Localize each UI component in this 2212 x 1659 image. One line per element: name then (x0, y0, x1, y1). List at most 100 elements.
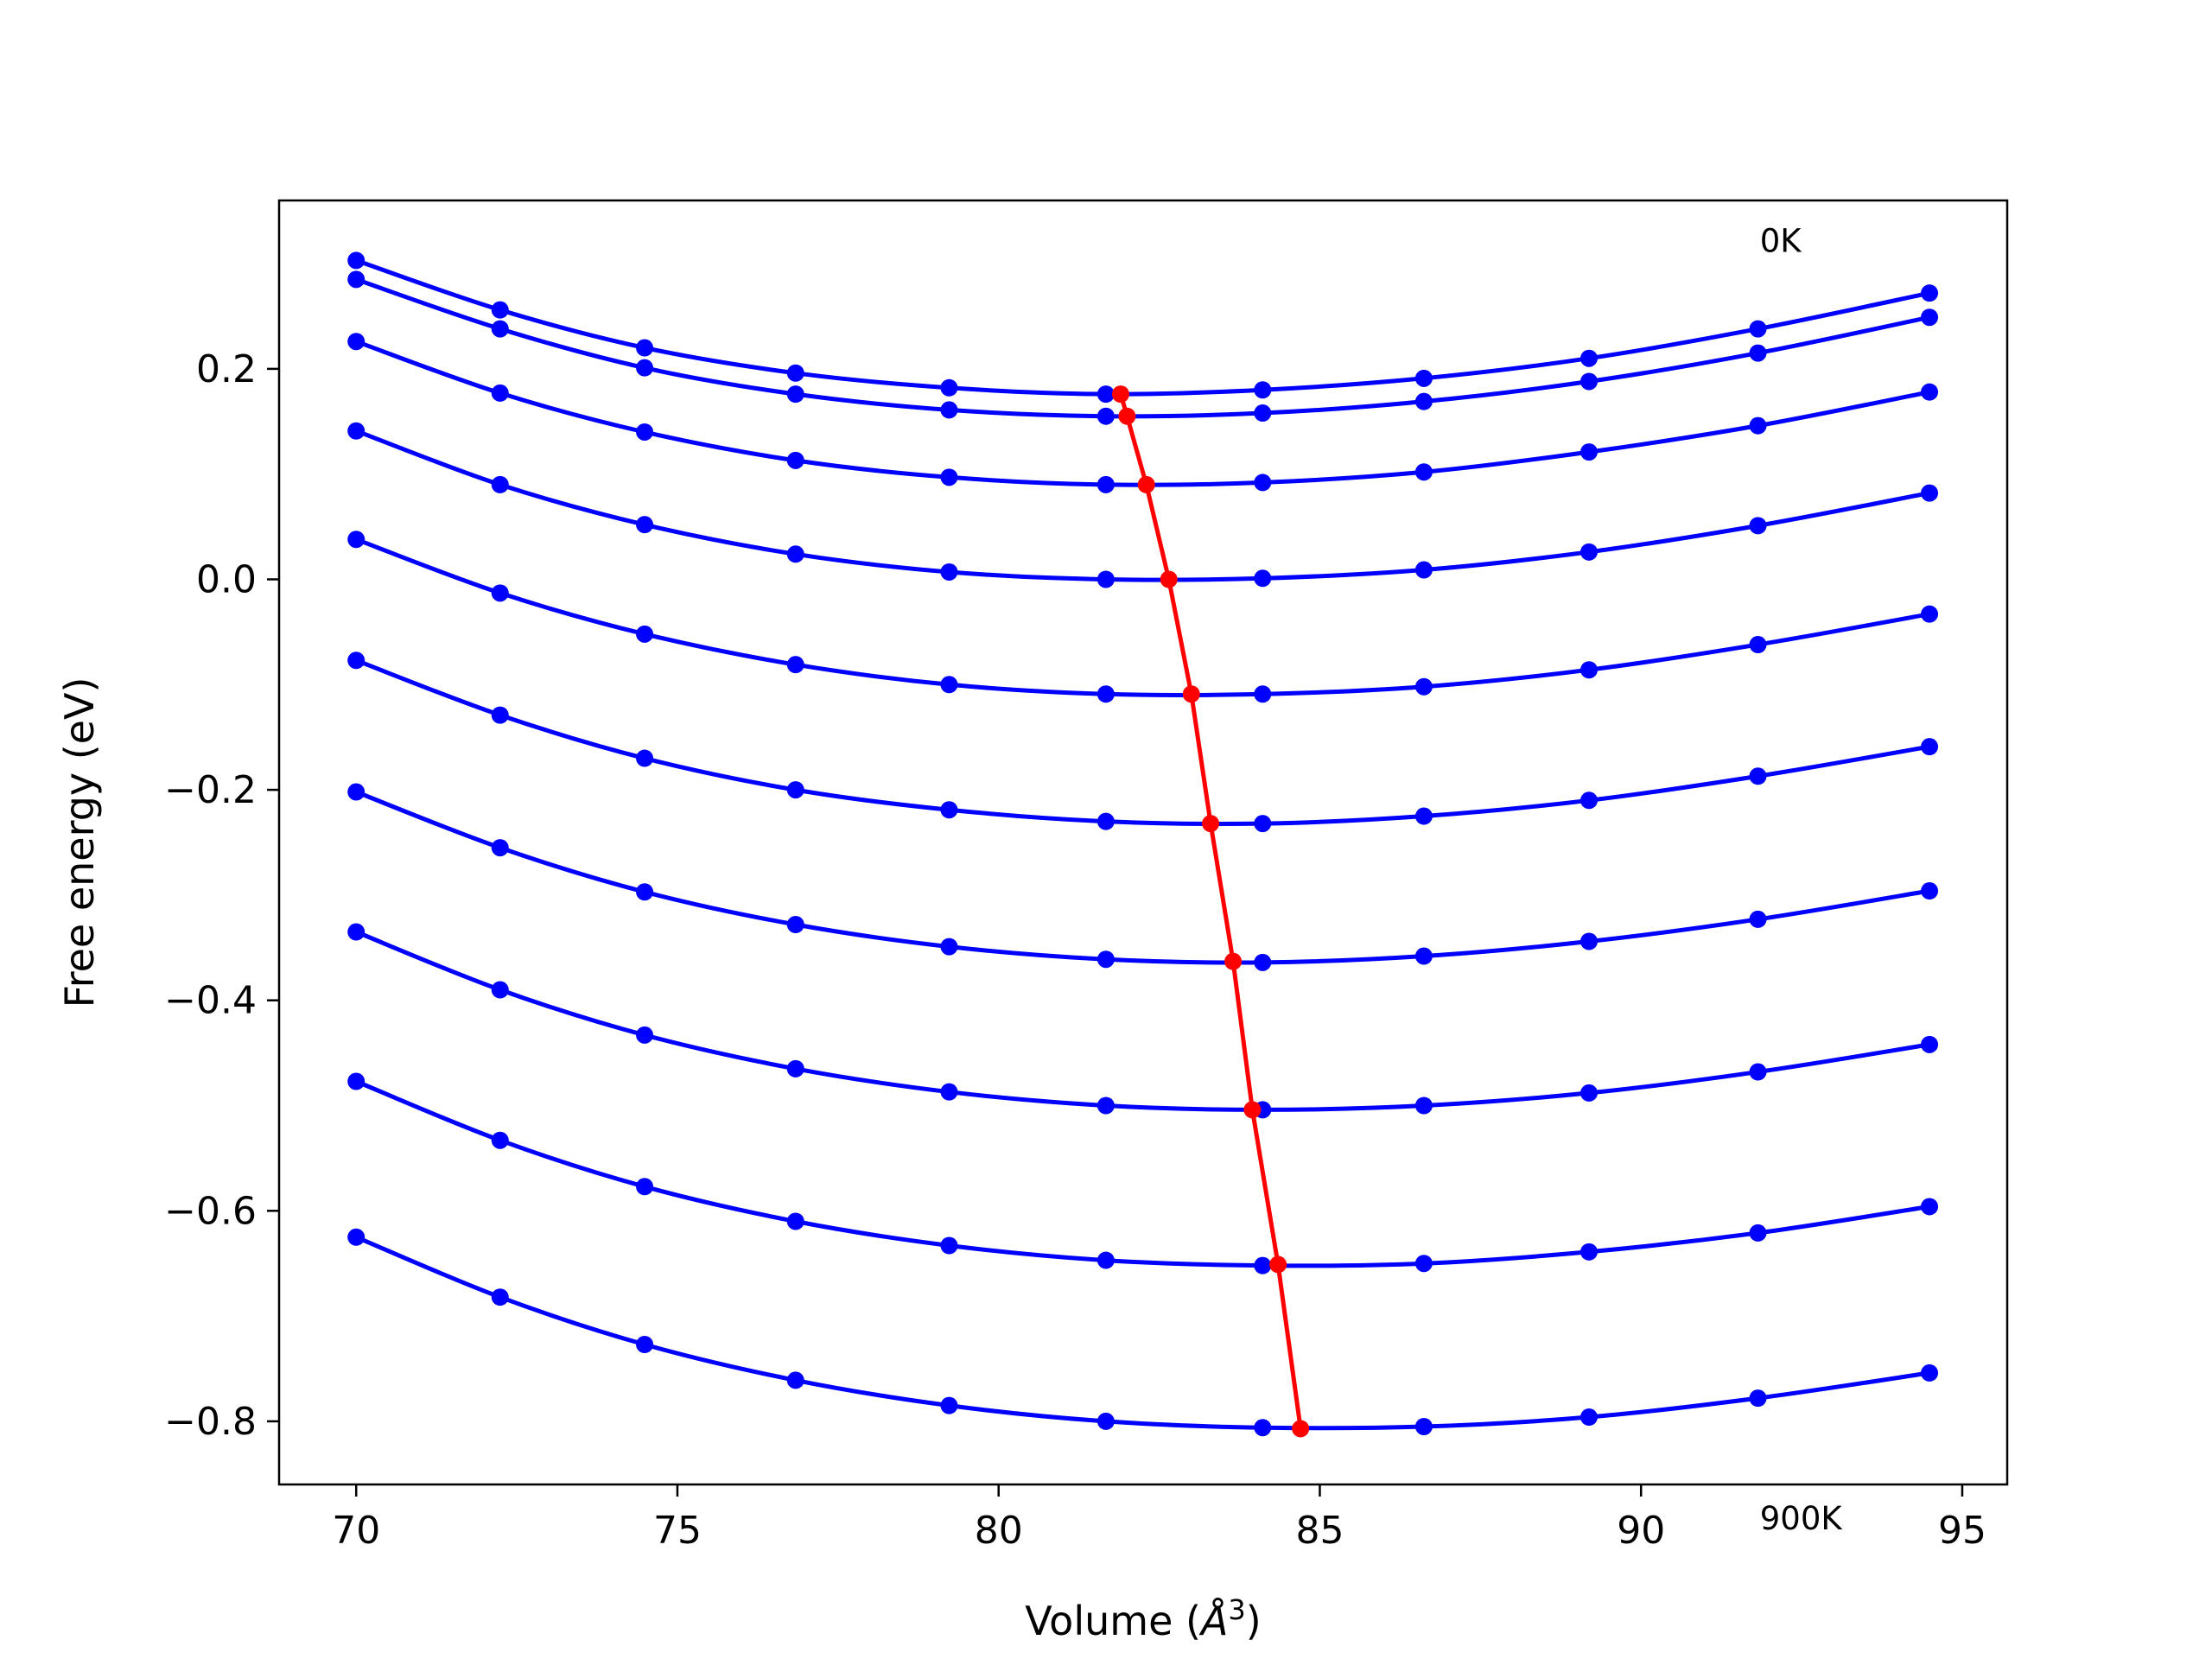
series-9-point (1414, 1255, 1433, 1273)
series-10-point (636, 1336, 654, 1354)
minima-point (1111, 385, 1129, 404)
series-2-point (1749, 344, 1767, 362)
annotation-label: 0K (1760, 222, 1803, 259)
series-2-point (1921, 308, 1939, 327)
x-axis: 70 75 80 85 90 95 (332, 1484, 1986, 1553)
series-2-point (636, 359, 654, 377)
series-4-point (1414, 561, 1433, 579)
series-10-point (786, 1371, 804, 1389)
series-7-point (786, 916, 804, 934)
series-5-point (491, 584, 509, 602)
series-5-point (1580, 661, 1598, 679)
series-curves (347, 251, 1939, 1437)
minima-point (1137, 475, 1155, 493)
series-3-point (1749, 416, 1767, 435)
y-axis: −0.8 −0.6 −0.4 −0.2 0.0 0.2 (164, 347, 279, 1444)
series-5-point (1096, 685, 1115, 703)
series-3-point (940, 468, 958, 486)
series-7 (347, 783, 1939, 971)
series-10 (347, 1228, 1939, 1437)
series-8-point (1749, 1063, 1767, 1081)
series-1-point (347, 251, 365, 270)
y-tick-label: 0.0 (196, 557, 257, 601)
series-4-point (1096, 570, 1115, 588)
series-10-point (1749, 1389, 1767, 1408)
series-10-point (347, 1228, 365, 1246)
series-9-point (786, 1212, 804, 1230)
x-axis-title-text: Volume ( (1025, 1598, 1201, 1644)
y-tick-label: −0.4 (164, 979, 257, 1023)
series-8-point (1580, 1084, 1598, 1102)
annotation-label: 900K (1760, 1500, 1844, 1537)
series-1 (347, 251, 1939, 404)
series-10-point (1254, 1419, 1272, 1437)
series-1-point (636, 339, 654, 357)
series-4-point (1921, 484, 1939, 502)
x-tick-label: 80 (975, 1509, 1023, 1553)
series-8-point (636, 1026, 654, 1044)
series-6-point (1921, 738, 1939, 756)
series-5-point (1414, 677, 1433, 696)
annotations: 0K 900K (1760, 222, 1844, 1537)
minima-point (1269, 1255, 1287, 1274)
series-1-point (1254, 381, 1272, 399)
series-8-point (1921, 1035, 1939, 1053)
series-2-point (347, 270, 365, 289)
series-2-point (1414, 392, 1433, 410)
minima-point (1202, 815, 1220, 833)
series-5-point (1921, 605, 1939, 623)
series-1-point (1749, 320, 1767, 338)
minima-line (1111, 385, 1310, 1438)
series-3-point (1580, 443, 1598, 461)
series-8-point (1414, 1096, 1433, 1115)
series-2 (347, 270, 1939, 425)
series-1-point (1414, 369, 1433, 387)
x-tick-label: 75 (653, 1509, 702, 1553)
series-8-point (940, 1083, 958, 1101)
minima-point (1224, 952, 1243, 970)
series-1-point (940, 378, 958, 397)
series-3-point (1921, 383, 1939, 401)
series-4-point (636, 516, 654, 534)
series-6-point (940, 801, 958, 819)
series-7-point (1254, 953, 1272, 971)
series-1-point (786, 364, 804, 382)
series-5-point (786, 656, 804, 674)
series-9-point (1580, 1243, 1598, 1261)
series-3-point (1254, 474, 1272, 492)
series-9-point (347, 1072, 365, 1090)
series-9-point (940, 1236, 958, 1255)
series-6-point (1096, 812, 1115, 830)
series-7-point (940, 938, 958, 956)
series-9-point (1749, 1224, 1767, 1242)
series-9-point (1921, 1198, 1939, 1216)
series-10-point (491, 1288, 509, 1306)
series-6-point (1414, 807, 1433, 825)
y-tick-label: −0.6 (164, 1189, 257, 1233)
series-3 (347, 333, 1939, 493)
series-4-point (1749, 517, 1767, 535)
series-6-point (1254, 815, 1272, 833)
series-6-point (1749, 767, 1767, 785)
series-3-point (786, 451, 804, 469)
x-axis-title-close: ) (1246, 1598, 1262, 1644)
series-1-point (491, 301, 509, 319)
minima-point (1118, 407, 1136, 425)
series-2-point (491, 320, 509, 338)
series-3-point (491, 384, 509, 402)
series-2-point (1096, 407, 1115, 425)
minima-path (1118, 393, 1303, 1429)
x-axis-title-symbol: Å (1198, 1598, 1228, 1644)
series-4-point (940, 563, 958, 581)
series-5 (347, 531, 1939, 703)
series-6-point (636, 749, 654, 767)
series-9-point (491, 1131, 509, 1149)
x-tick-label: 95 (1938, 1509, 1986, 1553)
series-9 (347, 1072, 1939, 1274)
series-6-point (347, 652, 365, 670)
series-7-point (347, 783, 365, 801)
series-8 (347, 923, 1939, 1119)
minima-point (1243, 1101, 1262, 1119)
x-tick-label: 90 (1617, 1509, 1665, 1553)
